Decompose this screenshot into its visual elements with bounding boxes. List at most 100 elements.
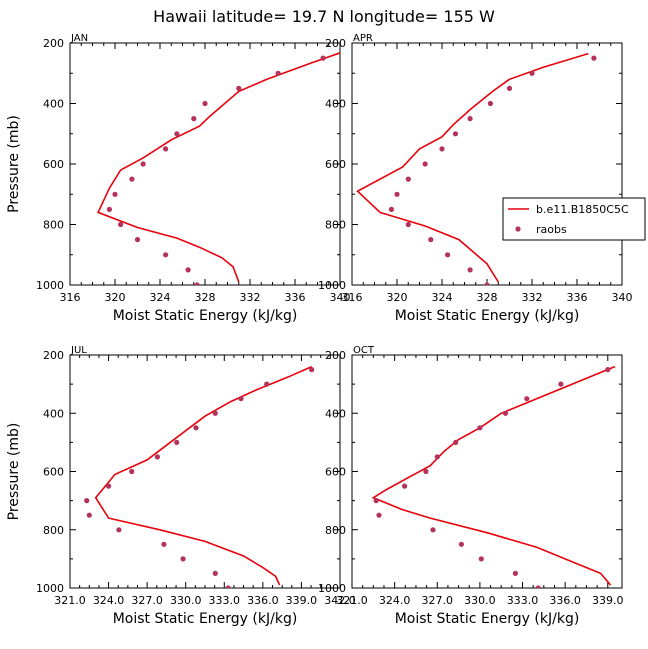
y-tick-label: 200 [325,37,346,50]
raobs-point [309,367,315,373]
raobs-point [84,498,90,504]
raobs-point [388,206,394,212]
x-tick-label: 321.0 [336,594,368,607]
series-group [97,52,340,285]
x-tick-label: 324 [150,291,171,304]
x-axis-label: Moist Static Energy (kJ/kg) [395,611,580,627]
raobs-point [484,282,490,285]
raobs-point [191,116,197,122]
raobs-point [238,396,244,402]
raobs-point [225,585,231,588]
raobs-point [422,161,428,167]
series-group [371,365,616,588]
x-tick-label: 340 [330,291,351,304]
raobs-point [402,483,408,489]
x-axis-label: Moist Static Energy (kJ/kg) [113,308,298,324]
y-tick-label: 400 [325,407,346,420]
y-axis-label: Pressure (mb) [6,115,22,213]
raobs-point [524,396,530,402]
raobs-point [174,131,180,137]
panel-label: JUL [70,345,87,356]
x-tick-label: 330.0 [464,594,496,607]
x-tick-label: 316 [342,291,363,304]
model-profile-line [97,52,340,283]
raobs-point [236,85,242,91]
raobs-point [212,570,218,577]
plot-frame [351,42,623,286]
y-tick-label: 1000 [318,279,346,292]
x-tick-label: 320 [387,291,408,304]
x-tick-label: 328 [477,291,498,304]
raobs-point [467,116,473,122]
series-group [356,52,597,285]
x-tick-label: 333.0 [209,594,241,607]
raobs-point [106,206,112,212]
x-tick-label: 324 [432,291,453,304]
x-tick-label: 328 [195,291,216,304]
raobs-point [275,70,281,76]
y-tick-label: 400 [325,98,346,111]
panel-label: JAN [70,33,88,44]
model-profile-line [94,365,313,586]
raobs-point [116,527,122,533]
raobs-point [134,237,141,243]
x-tick-label: 339.0 [592,594,624,607]
raobs-point [453,439,459,445]
raobs-point [174,439,180,445]
x-tick-label: 332 [522,291,543,304]
raobs-point [180,556,186,562]
x-tick-label: 330.0 [170,594,202,607]
y-tick-label: 200 [43,349,64,362]
y-tick-label: 1000 [318,582,346,595]
y-tick-label: 200 [325,349,346,362]
panel-label: OCT [353,345,375,356]
x-axis-label: Moist Static Energy (kJ/kg) [395,308,580,324]
plot-frame [69,42,341,286]
raobs-point [535,585,541,588]
raobs-point [376,512,382,518]
y-axis-label: Pressure (mb) [6,423,22,521]
plot-frame [351,354,623,589]
raobs-point [506,85,513,91]
raobs-point [487,100,493,107]
raobs-point [112,191,118,197]
raobs-point [445,252,451,258]
raobs-point [605,367,611,373]
y-tick-label: 600 [43,158,64,171]
raobs-point [140,161,146,167]
y-tick-label: 1000 [36,582,64,595]
raobs-point [193,425,199,431]
y-tick-label: 800 [325,524,346,537]
raobs-point [320,55,326,61]
legend-dot-swatch [515,226,521,232]
panel-label: APR [353,33,373,44]
raobs-point [405,221,411,228]
legend-obs-label: raobs [536,223,567,236]
y-tick-label: 600 [43,466,64,479]
raobs-point [129,176,135,182]
y-tick-label: 800 [325,219,346,232]
y-tick-label: 600 [325,158,346,171]
raobs-point [264,381,270,387]
raobs-point [202,100,208,107]
legend-model-label: b.e11.B1850C5C [536,203,629,216]
raobs-point [106,483,112,489]
raobs-point [439,146,445,152]
raobs-point [154,454,160,460]
x-tick-label: 340 [612,291,633,304]
figure-title: Hawaii latitude= 19.7 N longitude= 155 W [153,7,495,26]
y-tick-label: 600 [325,466,346,479]
raobs-point [591,55,597,61]
raobs-point [185,267,191,273]
raobs-point [161,541,167,547]
series-group [84,365,315,588]
x-tick-label: 336 [567,291,588,304]
x-tick-label: 324.0 [93,594,125,607]
x-tick-label: 327.0 [422,594,454,607]
y-tick-label: 800 [43,524,64,537]
